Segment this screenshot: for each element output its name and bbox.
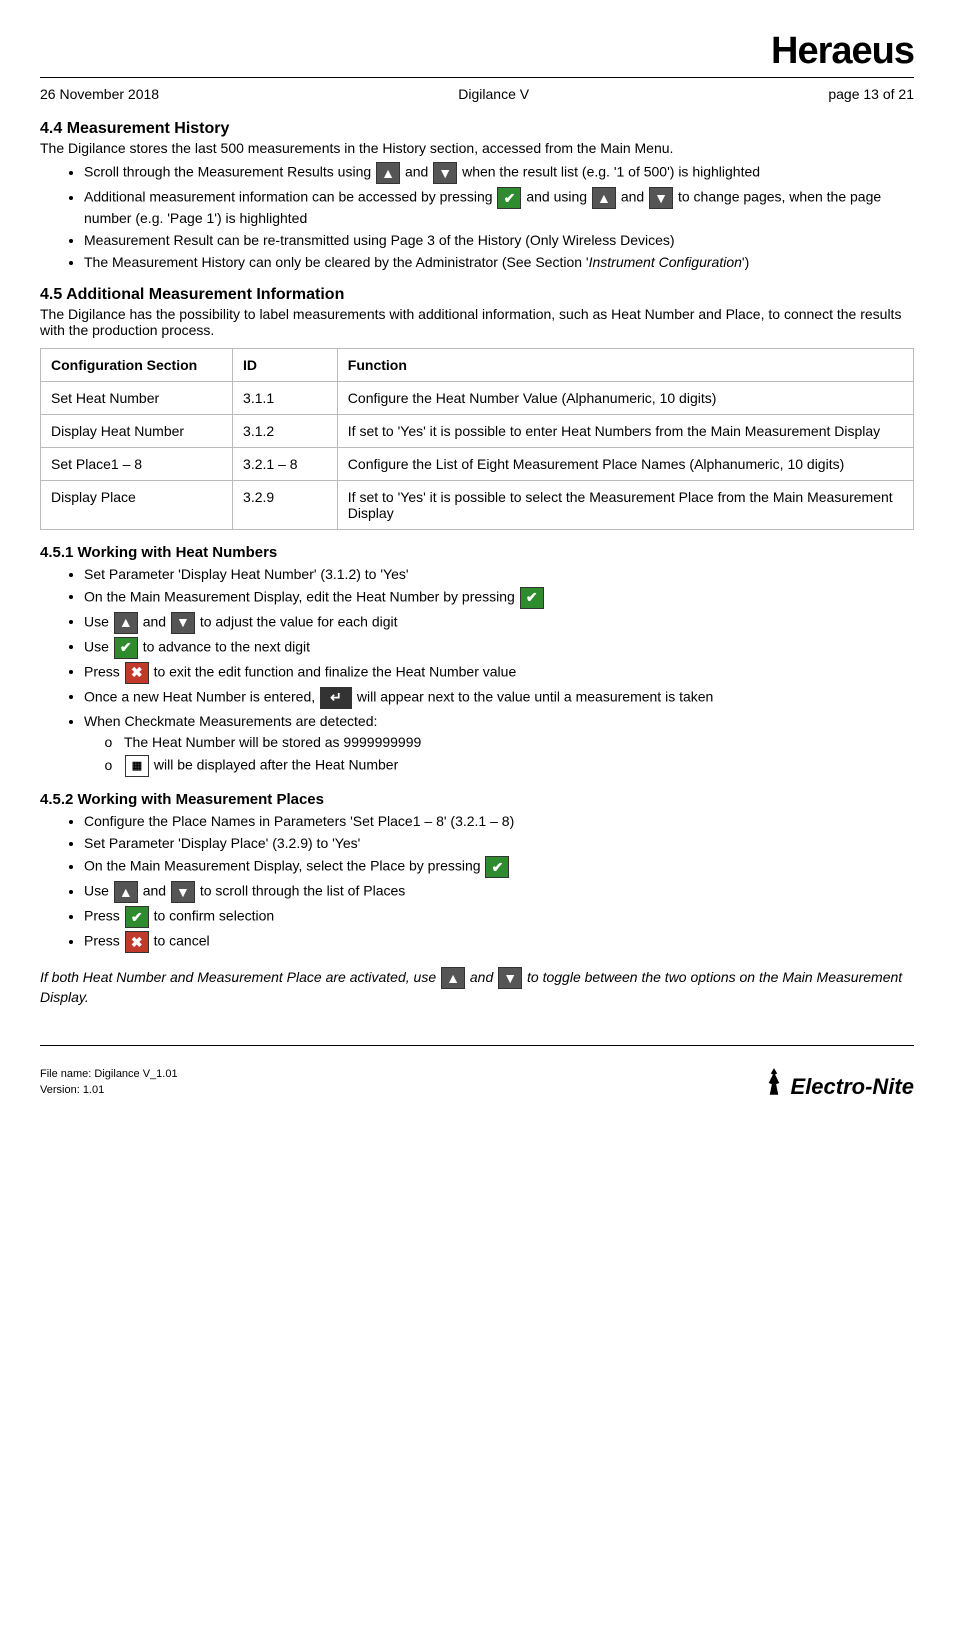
heading-4-5-2: 4.5.2 Working with Measurement Places — [40, 791, 914, 808]
grid-icon: ▦ — [125, 755, 149, 777]
page-footer: File name: Digilance V_1.01 Version: 1.0… — [40, 1045, 914, 1100]
list-item: Use ▲ and ▼ to adjust the value for each… — [84, 612, 914, 634]
list-item: Set Parameter 'Display Place' (3.2.9) to… — [84, 834, 914, 853]
list-item: On the Main Measurement Display, edit th… — [84, 587, 914, 609]
intro-4-5: The Digilance has the possibility to lab… — [40, 306, 914, 338]
header-title: Digilance V — [458, 86, 529, 102]
arrow-up-icon: ▲ — [114, 612, 138, 634]
heading-4-4: 4.4 Measurement History — [40, 120, 914, 138]
x-icon: ✖ — [125, 662, 149, 684]
arrow-up-icon: ▲ — [441, 967, 465, 989]
list-4-5-2: Configure the Place Names in Parameters … — [40, 812, 914, 953]
footnote: If both Heat Number and Measurement Plac… — [40, 967, 914, 1005]
list-item: Press ✔ to confirm selection — [84, 906, 914, 928]
heading-4-5-1: 4.5.1 Working with Heat Numbers — [40, 544, 914, 561]
check-icon: ✔ — [114, 637, 138, 659]
enter-icon: ↵ — [320, 687, 352, 709]
check-icon: ✔ — [497, 187, 521, 209]
arrow-up-icon: ▲ — [376, 162, 400, 184]
list-item: Additional measurement information can b… — [84, 187, 914, 228]
table-row: Set Heat Number3.1.1Configure the Heat N… — [41, 381, 914, 414]
x-icon: ✖ — [125, 931, 149, 953]
table-header: Configuration Section ID Function — [41, 348, 914, 381]
header-date: 26 November 2018 — [40, 86, 159, 102]
sub-list: The Heat Number will be stored as 999999… — [84, 733, 914, 777]
header-page: page 13 of 21 — [828, 86, 914, 102]
list-item: The Heat Number will be stored as 999999… — [124, 733, 914, 752]
list-item: Configure the Place Names in Parameters … — [84, 812, 914, 831]
list-item: ▦ will be displayed after the Heat Numbe… — [124, 755, 914, 777]
list-item: Use ✔ to advance to the next digit — [84, 637, 914, 659]
list-item: Scroll through the Measurement Results u… — [84, 162, 914, 184]
footer-rule — [40, 1045, 914, 1046]
arrow-up-icon: ▲ — [114, 881, 138, 903]
arrow-up-icon: ▲ — [592, 187, 616, 209]
list-item: Press ✖ to exit the edit function and fi… — [84, 662, 914, 684]
config-table: Configuration Section ID Function Set He… — [40, 348, 914, 530]
col-header: Configuration Section — [41, 348, 233, 381]
list-item: On the Main Measurement Display, select … — [84, 856, 914, 878]
intro-4-4: The Digilance stores the last 500 measur… — [40, 140, 914, 156]
footer-meta: File name: Digilance V_1.01 Version: 1.0… — [40, 1064, 178, 1100]
list-item: Use ▲ and ▼ to scroll through the list o… — [84, 881, 914, 903]
col-header: Function — [337, 348, 913, 381]
page-header: 26 November 2018 Digilance V page 13 of … — [40, 86, 914, 102]
list-4-4: Scroll through the Measurement Results u… — [40, 162, 914, 272]
arrow-down-icon: ▼ — [171, 881, 195, 903]
top-rule — [40, 77, 914, 78]
list-item: Measurement Result can be re-transmitted… — [84, 231, 914, 250]
list-item: Set Parameter 'Display Heat Number' (3.1… — [84, 565, 914, 584]
arrow-down-icon: ▼ — [649, 187, 673, 209]
table-row: Display Heat Number3.1.2If set to 'Yes' … — [41, 414, 914, 447]
table-row: Set Place1 – 83.2.1 – 8Configure the Lis… — [41, 447, 914, 480]
knight-icon — [761, 1066, 787, 1100]
list-item: When Checkmate Measurements are detected… — [84, 712, 914, 778]
check-icon: ✔ — [520, 587, 544, 609]
table-row: Display Place3.2.9If set to 'Yes' it is … — [41, 480, 914, 529]
list-4-5-1: Set Parameter 'Display Heat Number' (3.1… — [40, 565, 914, 778]
check-icon: ✔ — [125, 906, 149, 928]
list-item: Once a new Heat Number is entered, ↵ wil… — [84, 687, 914, 709]
arrow-down-icon: ▼ — [433, 162, 457, 184]
col-header: ID — [233, 348, 338, 381]
heading-4-5: 4.5 Additional Measurement Information — [40, 286, 914, 304]
arrow-down-icon: ▼ — [171, 612, 195, 634]
list-item: The Measurement History can only be clea… — [84, 253, 914, 272]
arrow-down-icon: ▼ — [498, 967, 522, 989]
footer-brand: Electro-Nite — [761, 1066, 914, 1100]
list-item: Press ✖ to cancel — [84, 931, 914, 953]
check-icon: ✔ — [485, 856, 509, 878]
brand-logo: Heraeus — [40, 30, 914, 73]
